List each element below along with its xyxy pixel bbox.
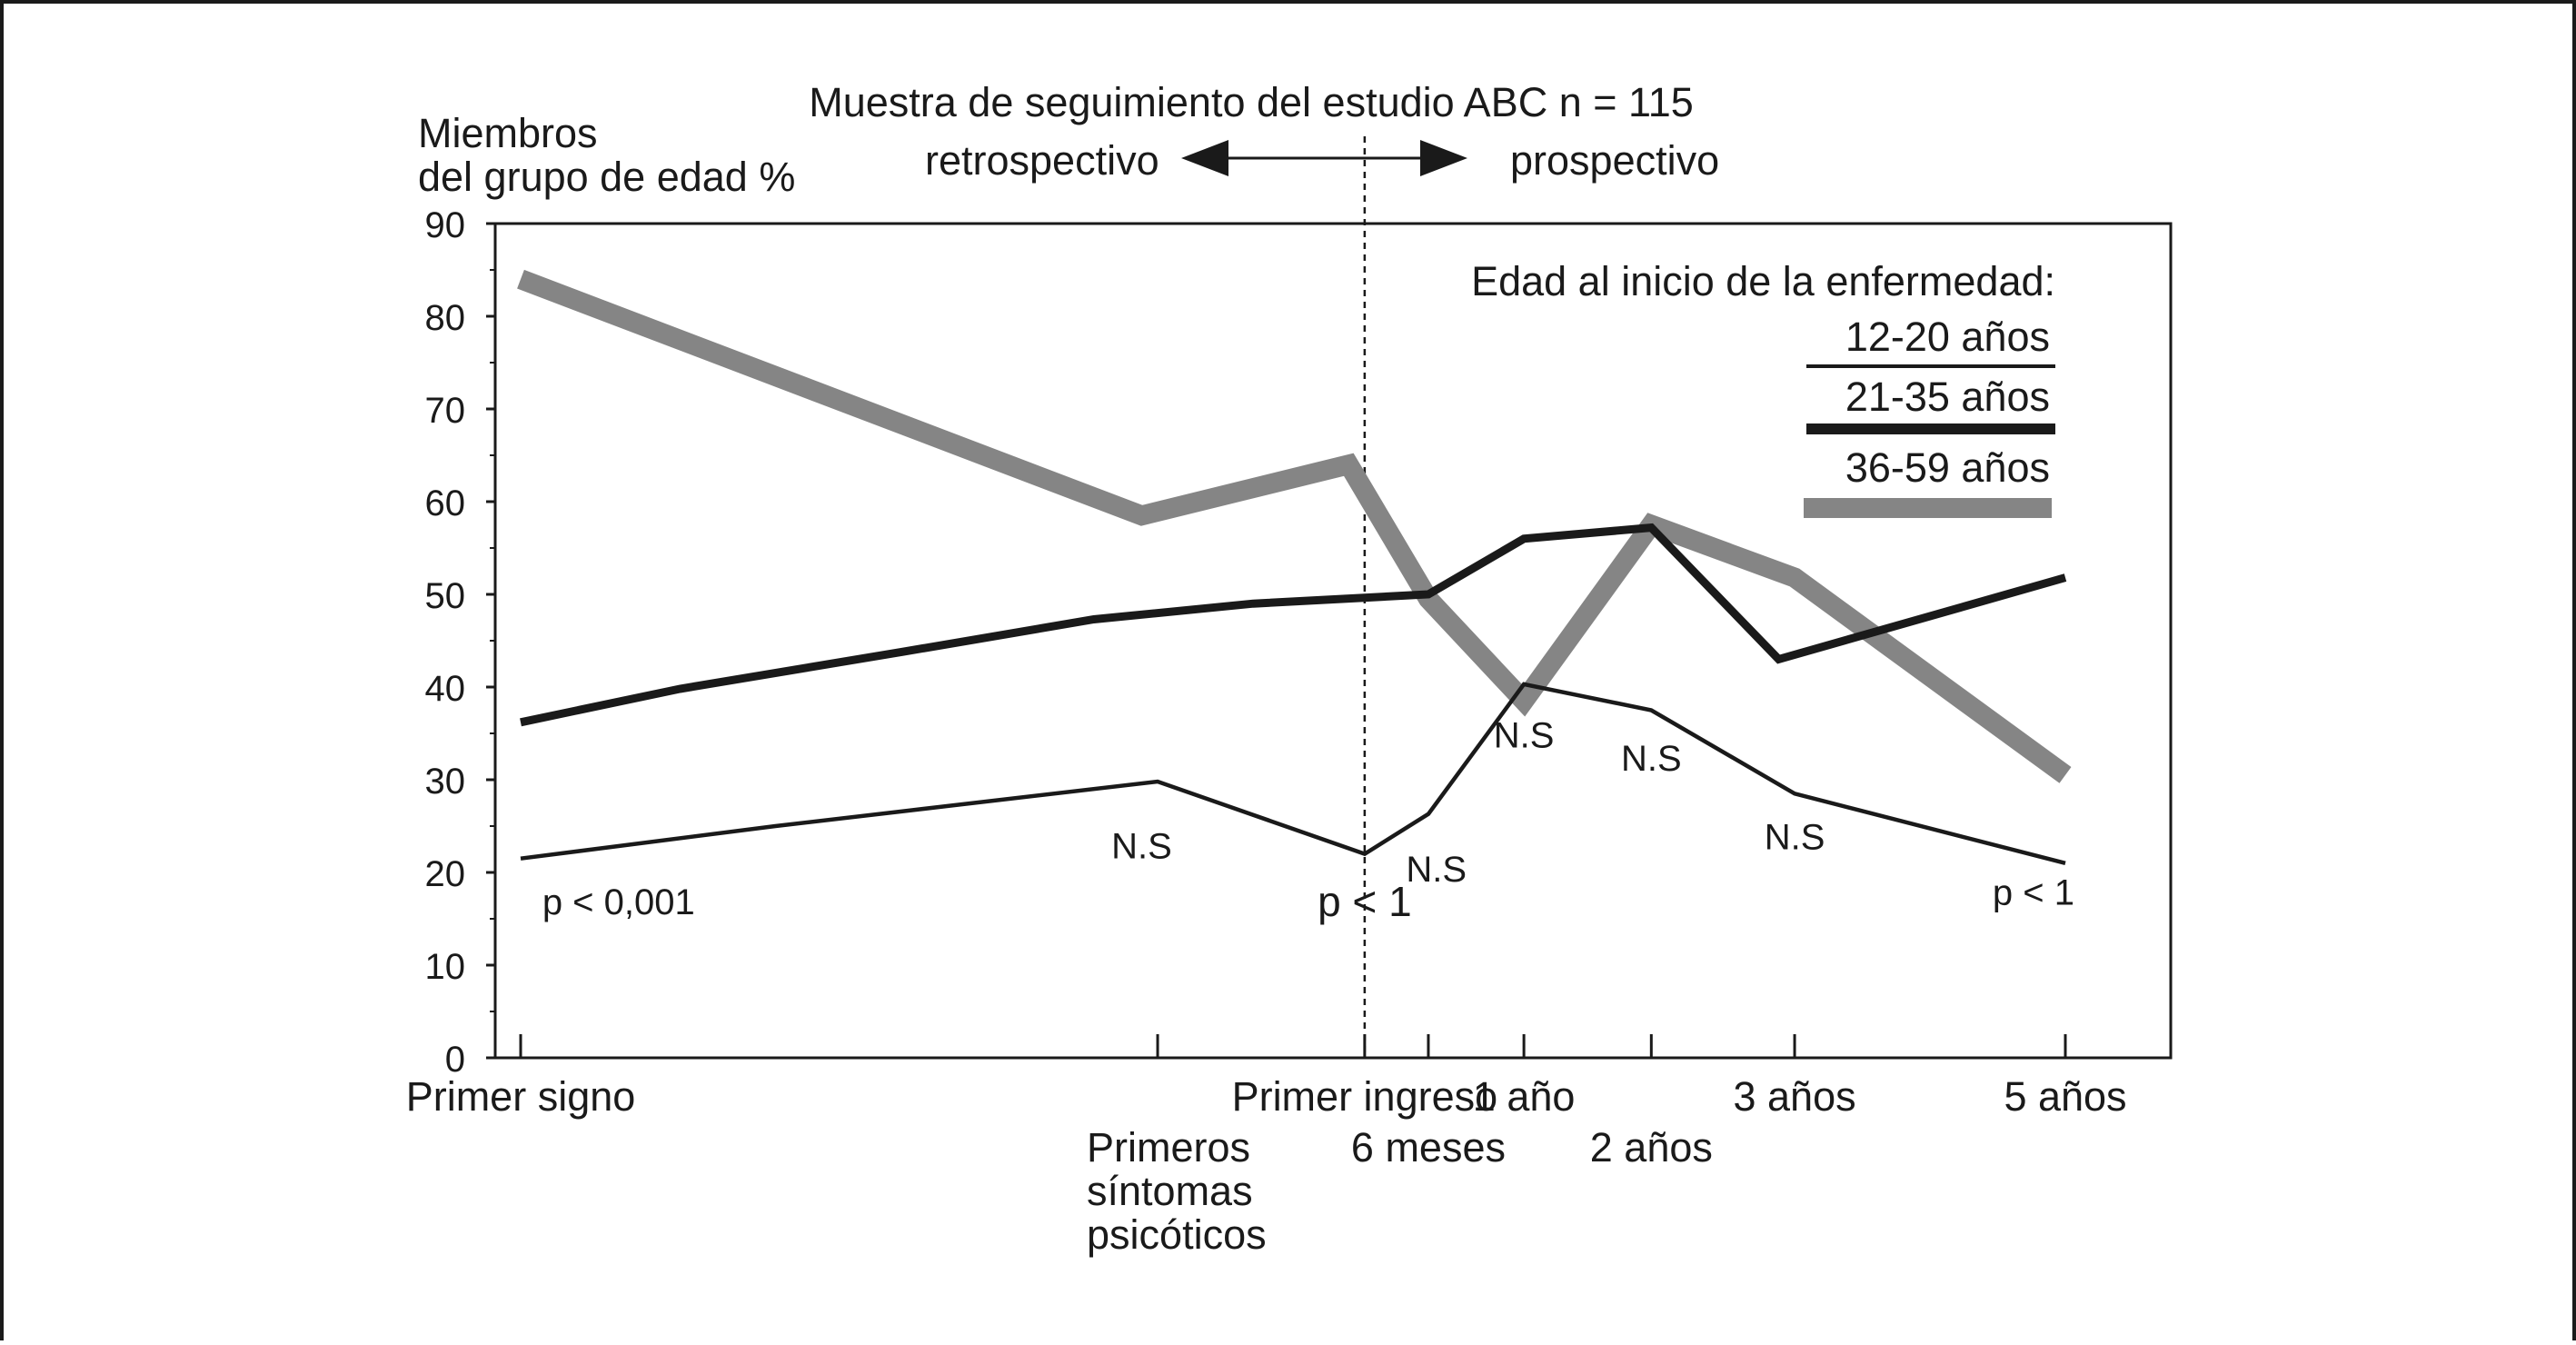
y-axis-label-line2: del grupo de edad % (418, 154, 795, 200)
chart-title: Muestra de seguimiento del estudio ABC n… (809, 79, 1694, 125)
x-tick-label: 1 año (1473, 1073, 1576, 1120)
y-tick-label: 10 (425, 947, 466, 987)
y-tick-label: 30 (425, 762, 466, 802)
x-tick-label: 5 años (2004, 1073, 2126, 1120)
timeline-arrow (1181, 140, 1467, 176)
y-tick-label: 50 (425, 576, 466, 616)
annotation-label: N.S (1406, 850, 1467, 890)
y-tick-label: 20 (425, 854, 466, 894)
x-tick-label: Primeros (1087, 1124, 1250, 1171)
y-axis: 0 10 20 30 40 50 60 70 80 90 (425, 205, 495, 1080)
x-tick-label: psicóticos (1087, 1211, 1267, 1258)
series-line-21-35 (520, 523, 2067, 727)
y-tick-label: 70 (425, 391, 466, 431)
y-axis-label-line1: Miembros (418, 110, 598, 156)
series-line-12-20 (520, 682, 2066, 865)
x-tick-label: 2 años (1590, 1124, 1713, 1171)
annotation-label: N.S (1111, 827, 1172, 867)
y-tick-label: 40 (425, 669, 466, 709)
prospective-label: prospectivo (1510, 137, 1719, 184)
y-tick-label: 90 (425, 205, 466, 245)
x-tick-label: Primer signo (406, 1073, 636, 1120)
series-layer (517, 269, 2072, 865)
annotation-label: N.S (1494, 715, 1555, 755)
legend-label-21-35: 21-35 años (1845, 374, 2050, 420)
legend-label-12-20: 12-20 años (1845, 314, 2050, 360)
annotation-label: N.S (1765, 818, 1825, 858)
retrospective-label: retrospectivo (925, 137, 1159, 184)
annotation-label: p < 1 (1318, 878, 1412, 925)
x-tick-label: síntomas (1087, 1168, 1253, 1214)
y-tick-label: 0 (445, 1040, 465, 1080)
timeline-arrow-left-head (1181, 140, 1228, 176)
annotation-label: p < 1 (1993, 873, 2074, 913)
annotation-label: N.S (1621, 739, 1682, 779)
legend-title: Edad al inicio de la enfermedad: (1471, 258, 2055, 304)
legend: Edad al inicio de la enfermedad: 12-20 a… (1471, 258, 2055, 518)
y-tick-label: 60 (425, 483, 466, 523)
series-line-36-59 (517, 269, 2072, 783)
x-tick-label: Primer ingreso (1232, 1073, 1498, 1120)
x-tick-label: 3 años (1733, 1073, 1855, 1120)
annotation-label: p < 0,001 (542, 882, 695, 922)
y-tick-label: 80 (425, 298, 466, 338)
timeline-arrow-right-head (1420, 140, 1467, 176)
x-tick-label: 6 meses (1351, 1124, 1506, 1171)
legend-label-36-59: 36-59 años (1845, 444, 2050, 491)
